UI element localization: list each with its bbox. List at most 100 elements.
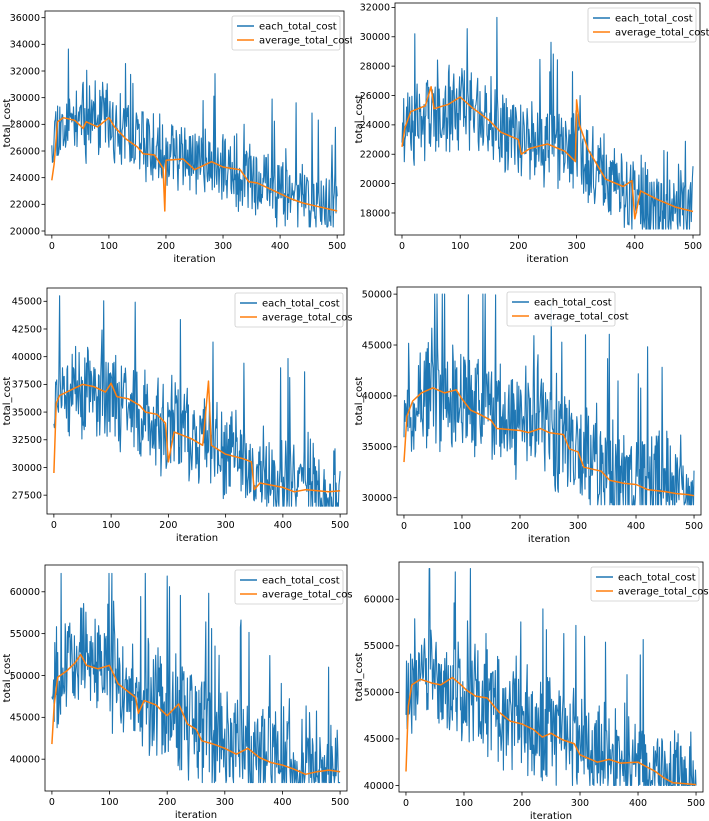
legend-label-average: average_total_cost	[262, 590, 352, 601]
y-axis-label: total_cost	[2, 654, 13, 703]
x-tick-label: 500	[684, 241, 702, 252]
chart-panel-4: 0 100 200 300 400 500 30000 35000 40000 45000 5000…	[352, 284, 709, 546]
y-tick-label: 32000	[10, 66, 40, 77]
y-tick-label: 30000	[362, 493, 392, 504]
y-tick-label: 22000	[10, 200, 40, 211]
x-tick-label: 400	[271, 241, 289, 252]
y-axis-label: total_cost	[2, 377, 13, 426]
chart-panel-2: 0 100 200 300 400 500 18000 20000 22000 24000 2600…	[352, 0, 709, 270]
y-tick-label: 50000	[10, 671, 40, 682]
series-average-total-cost	[51, 653, 341, 776]
y-tick-label: 24000	[360, 120, 390, 131]
x-tick-label: 100	[453, 521, 471, 532]
line-chart: 0 100 200 300 400 500 18000 20000 22000 24000 2600…	[354, 2, 709, 265]
legend-label-each: each_total_cost	[262, 299, 340, 310]
chart-panel-3: 0 100 200 300 400 500 27500 30000 32500 35000 3750…	[0, 284, 352, 546]
y-tick-label: 28000	[360, 61, 390, 72]
x-tick-label: 500	[328, 241, 346, 252]
series-average-total-cost	[405, 676, 697, 786]
y-tick-label: 34000	[10, 40, 40, 51]
x-tick-label: 300	[569, 521, 587, 532]
y-axis-label: total_cost	[354, 377, 365, 426]
chart-panel-5: 0 100 200 300 400 500 40000 45000 50000 55000 6000…	[0, 558, 352, 821]
legend-label-average: average_total_cost	[615, 28, 709, 39]
plot-frame	[398, 561, 704, 793]
y-tick-label: 45000	[362, 340, 392, 351]
chart-panel-1: 0 100 200 300 400 500 20000 22000 24000 26000 2800…	[0, 0, 352, 270]
x-tick-label: 500	[685, 521, 703, 532]
plot-area	[51, 572, 341, 784]
legend: each_total_cost average_total_cost	[234, 292, 352, 328]
plot-area	[405, 567, 697, 787]
legend: each_total_cost average_total_cost	[587, 7, 709, 43]
y-tick-label: 20000	[10, 226, 40, 237]
legend-label-each: each_total_cost	[259, 22, 337, 33]
x-tick-label: 200	[509, 241, 527, 252]
y-tick-label: 18000	[360, 208, 390, 219]
x-axis-label: iteration	[176, 533, 218, 544]
plot-frame	[394, 2, 701, 236]
x-tick-label: 100	[455, 798, 473, 809]
x-axis-label: iteration	[530, 811, 572, 821]
legend-box	[587, 7, 697, 43]
y-tick-label: 35000	[12, 407, 42, 418]
y-tick-label: 45000	[12, 297, 42, 308]
x-tick-label: 400	[627, 521, 645, 532]
x-tick-label: 100	[100, 241, 118, 252]
x-tick-label: 400	[274, 520, 292, 531]
legend-label-each: each_total_cost	[618, 573, 696, 584]
y-tick-label: 40000	[10, 754, 40, 765]
x-tick-label: 100	[100, 797, 118, 808]
legend: each_total_cost average_total_cost	[234, 569, 352, 605]
y-axis-label: total_cost	[2, 99, 13, 148]
plot-area	[401, 16, 694, 230]
x-axis-label: iteration	[528, 534, 570, 545]
series-average-total-cost	[403, 387, 695, 497]
line-chart: 0 100 200 300 400 500 20000 22000 24000 26000 2800…	[2, 10, 352, 265]
y-tick-label: 55000	[364, 641, 394, 652]
x-tick-label: 100	[451, 241, 469, 252]
y-tick-label: 45000	[10, 713, 40, 724]
x-tick-label: 300	[217, 520, 235, 531]
x-tick-label: 0	[399, 241, 405, 252]
plot-frame	[44, 564, 348, 792]
series-each-total-cost	[403, 293, 695, 506]
y-tick-label: 60000	[10, 587, 40, 598]
x-axis-label: iteration	[173, 254, 215, 265]
y-tick-label: 27500	[12, 490, 42, 501]
plot-area	[53, 295, 341, 507]
y-tick-label: 37500	[12, 380, 42, 391]
y-tick-label: 32000	[360, 3, 390, 14]
plot-frame	[46, 287, 348, 515]
series-average-total-cost	[53, 380, 341, 493]
plot-frame	[396, 286, 702, 516]
y-axis-label: total_cost	[354, 95, 365, 144]
legend-label-average: average_total_cost	[259, 36, 352, 47]
series-average-total-cost	[401, 85, 694, 220]
x-tick-label: 400	[626, 241, 644, 252]
x-tick-label: 100	[102, 520, 120, 531]
line-chart: 0 100 200 300 400 500 30000 35000 40000 45000 5000…	[354, 286, 703, 545]
y-tick-label: 30000	[10, 93, 40, 104]
line-chart: 0 100 200 300 400 500 27500 30000 32500 35000 3750…	[2, 287, 352, 544]
legend-label-each: each_total_cost	[615, 14, 693, 25]
line-chart: 0 100 200 300 400 500 40000 45000 50000 55000 6000…	[354, 561, 709, 821]
y-tick-label: 40000	[364, 781, 394, 792]
y-tick-label: 42500	[12, 324, 42, 335]
legend-box	[234, 292, 344, 328]
x-tick-label: 200	[513, 798, 531, 809]
y-tick-label: 30000	[360, 32, 390, 43]
x-tick-label: 0	[49, 241, 55, 252]
legend-box	[506, 291, 616, 327]
x-tick-label: 300	[214, 241, 232, 252]
plot-area	[403, 293, 695, 506]
series-average-total-cost	[51, 116, 338, 212]
y-tick-label: 32500	[12, 435, 42, 446]
legend-label-each: each_total_cost	[534, 298, 612, 309]
x-tick-label: 500	[331, 520, 349, 531]
x-tick-label: 0	[49, 797, 55, 808]
x-tick-label: 200	[511, 521, 529, 532]
line-chart: 0 100 200 300 400 500 40000 45000 50000 55000 6000…	[2, 564, 352, 821]
x-tick-label: 200	[157, 241, 175, 252]
y-tick-label: 50000	[364, 688, 394, 699]
